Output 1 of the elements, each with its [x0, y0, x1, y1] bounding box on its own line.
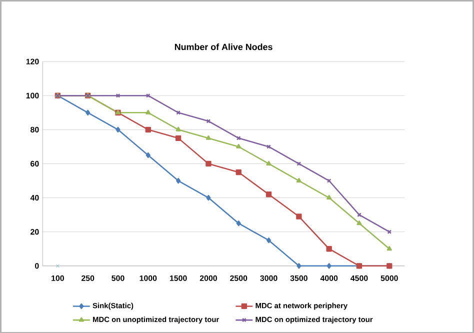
- chart-title: Number of Alive Nodes: [174, 43, 272, 50]
